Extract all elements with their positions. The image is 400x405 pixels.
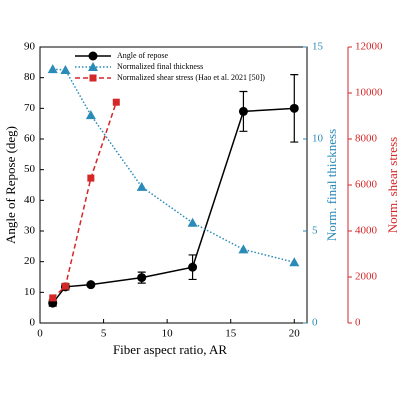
- y-tick-label: 70: [24, 102, 36, 114]
- marker: [49, 294, 57, 302]
- y2-tick-label: 10: [312, 133, 324, 145]
- y3-tick-label: 0: [355, 317, 361, 329]
- legend-marker: [88, 62, 98, 71]
- series-line: [52, 68, 295, 264]
- x-tick-label: 10: [162, 328, 174, 340]
- y3-tick-label: 4000: [355, 225, 378, 237]
- y-tick-label: 10: [24, 286, 36, 298]
- y3-axis-label: Norm. shear stress: [385, 137, 400, 233]
- y3-tick-label: 12000: [355, 41, 383, 53]
- x-tick-label: 5: [101, 328, 107, 340]
- y-tick-label: 90: [24, 41, 36, 53]
- marker: [85, 110, 96, 120]
- marker: [47, 64, 58, 74]
- marker: [60, 65, 71, 74]
- y3-tick-label: 6000: [355, 179, 378, 191]
- x-axis-label: Fiber aspect ratio, AR: [113, 342, 227, 357]
- series-line: [52, 107, 295, 304]
- y-tick-label: 30: [24, 225, 36, 237]
- legend-label: Normalized shear stress (Hao et al. 2021…: [117, 73, 265, 82]
- marker: [112, 98, 120, 106]
- marker: [289, 103, 299, 113]
- y2-tick-label: 0: [312, 317, 318, 329]
- marker: [61, 282, 69, 290]
- x-tick-label: 0: [37, 328, 43, 340]
- legend-marker: [89, 74, 97, 82]
- marker: [188, 262, 198, 272]
- marker: [136, 181, 147, 191]
- y-tick-label: 50: [24, 163, 36, 175]
- series-line: [52, 101, 117, 299]
- x-tick-label: 20: [289, 328, 301, 340]
- y2-tick-label: 5: [312, 225, 318, 237]
- y2-axis-label: Norm. final thickness: [324, 129, 339, 241]
- y3-tick-label: 2000: [355, 271, 378, 283]
- marker: [86, 280, 96, 290]
- plot-frame: [39, 46, 308, 324]
- y2-tick-label: 15: [312, 41, 324, 53]
- legend-label: Normalized final thickness: [117, 62, 203, 71]
- legend-label: Angle of repose: [117, 51, 169, 60]
- marker: [289, 257, 300, 267]
- marker: [187, 217, 198, 227]
- marker: [87, 174, 95, 182]
- y-tick-label: 20: [24, 255, 36, 267]
- y-tick-label: 40: [24, 194, 36, 206]
- marker: [238, 244, 249, 254]
- y3-tick-label: 10000: [355, 87, 383, 99]
- y-tick-label: 0: [30, 317, 36, 329]
- marker: [238, 106, 248, 116]
- y3-tick-label: 8000: [355, 133, 378, 145]
- marker: [137, 273, 147, 283]
- y-tick-label: 60: [24, 133, 36, 145]
- y-axis-label: Angle of Repose (deg): [3, 126, 18, 244]
- legend-marker: [88, 51, 98, 61]
- x-tick-label: 15: [225, 328, 237, 340]
- y-tick-label: 80: [24, 71, 36, 83]
